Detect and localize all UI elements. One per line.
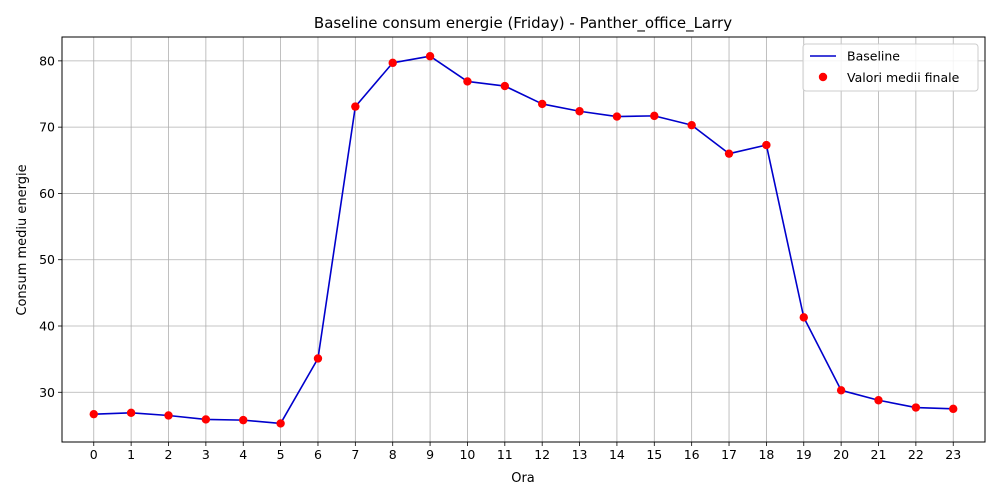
data-point [650, 111, 659, 121]
x-tick-label: 5 [277, 447, 285, 462]
x-axis-label: Ora [511, 471, 535, 486]
data-point [164, 411, 173, 420]
x-axis-ticks: 0 1 2 3 4 5 6 7 8 9 10 11 12 13 14 15 16 17 18 19 20 21 22 23 [90, 442, 961, 462]
x-tick-label: 12 [534, 447, 550, 462]
data-point [724, 149, 734, 158]
baseline-series [93, 55, 954, 425]
y-tick-label: 50 [39, 252, 55, 267]
y-tick-label: 80 [39, 53, 55, 68]
data-point [351, 102, 360, 111]
x-tick-label: 22 [908, 447, 924, 462]
data-point [949, 404, 958, 414]
x-tick-label: 10 [459, 447, 475, 462]
y-axis-ticks: 30 40 50 60 70 80 [39, 53, 62, 400]
x-tick-label: 3 [202, 447, 210, 462]
y-tick-label: 40 [39, 319, 55, 334]
data-point [874, 396, 883, 405]
x-tick-label: 21 [871, 447, 887, 462]
data-point [126, 408, 136, 418]
y-tick-label: 60 [39, 186, 55, 201]
x-tick-label: 19 [796, 447, 812, 462]
y-axis-label: Consum mediu energie [15, 164, 30, 315]
plot-frame [61, 36, 986, 443]
data-point [537, 99, 547, 109]
data-point [425, 52, 435, 61]
data-point [799, 313, 808, 322]
x-tick-label: 9 [426, 447, 434, 462]
x-tick-label: 6 [314, 447, 322, 462]
data-point [762, 140, 771, 150]
data-point [276, 419, 285, 428]
x-tick-label: 4 [239, 447, 247, 462]
data-point [239, 415, 248, 425]
data-point [463, 77, 472, 86]
data-point [836, 386, 846, 395]
x-tick-label: 17 [721, 447, 737, 462]
data-point [313, 354, 323, 363]
x-tick-label: 14 [609, 447, 625, 462]
baseline-line [93, 55, 954, 425]
data-point [388, 58, 397, 68]
legend: Baseline Valori medii finale [802, 43, 979, 92]
data-point [89, 409, 98, 419]
data-point [687, 120, 696, 130]
chart-title: Baseline consum energie (Friday) - Panth… [314, 14, 732, 33]
x-tick-label: 8 [389, 447, 397, 462]
x-tick-label: 18 [758, 447, 774, 462]
grid [62, 37, 985, 442]
legend-box [802, 43, 979, 92]
x-tick-label: 7 [351, 447, 359, 462]
x-tick-label: 0 [90, 447, 98, 462]
legend-baseline-label: Baseline [847, 49, 900, 64]
x-tick-label: 13 [572, 447, 588, 462]
legend-valori-swatch [818, 72, 828, 82]
y-tick-label: 70 [39, 120, 55, 135]
data-point [500, 81, 510, 91]
data-point [201, 415, 211, 424]
data-point [612, 112, 622, 121]
legend-valori-label: Valori medii finale [847, 70, 960, 85]
x-tick-label: 2 [165, 447, 173, 462]
x-tick-label: 1 [127, 447, 135, 462]
x-tick-label: 11 [497, 447, 513, 462]
valori-medii-series [89, 52, 958, 428]
data-point [911, 403, 921, 412]
data-point [575, 107, 584, 116]
x-tick-label: 20 [833, 447, 849, 462]
y-tick-label: 30 [39, 385, 55, 400]
x-tick-label: 15 [646, 447, 662, 462]
x-tick-label: 23 [945, 447, 961, 462]
x-tick-label: 16 [684, 447, 700, 462]
